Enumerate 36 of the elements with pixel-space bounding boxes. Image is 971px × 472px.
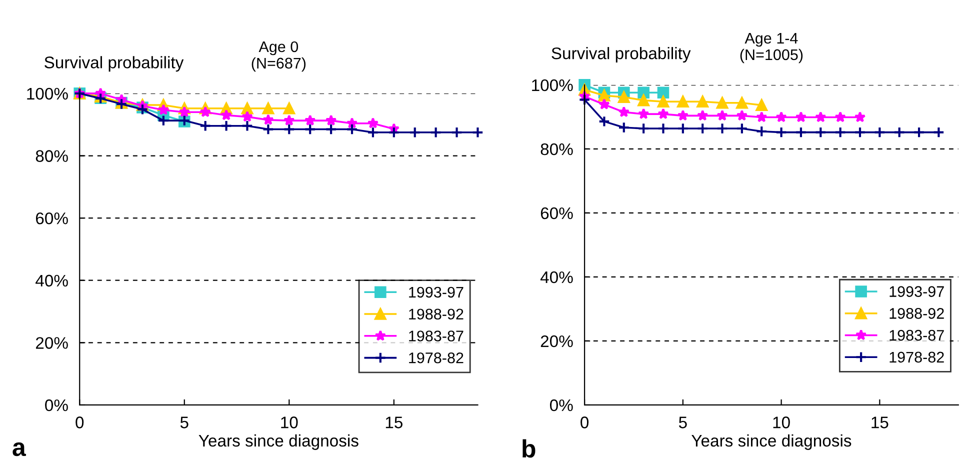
legend-label: 1978-82 [890, 352, 944, 363]
y-tick-label: 60% [36, 212, 68, 224]
y-tick-label: 60% [540, 207, 573, 220]
x-axis-title: Years since diagnosis [692, 434, 852, 450]
legend-label: 1988-92 [409, 308, 464, 320]
y-tick-label: 20% [540, 335, 573, 348]
x-axis-title: Years since diagnosis [198, 434, 358, 450]
legend-label: 1993-97 [890, 286, 944, 297]
x-tick-label: 0 [76, 416, 84, 428]
legend-label: 1978-82 [409, 352, 464, 364]
text: b [522, 439, 536, 458]
chart-title: Age 1-4 (N=1005) [740, 32, 803, 64]
y-tick-label: 100% [532, 79, 573, 92]
y-tick-label: 20% [36, 337, 68, 349]
y-tick-label: 80% [36, 150, 68, 162]
x-tick-label: 5 [678, 416, 687, 428]
x-tick-label: 0 [580, 416, 589, 428]
y-tick-label: 80% [540, 143, 573, 156]
x-tick-label: 10 [281, 416, 298, 428]
legend-label: 1983-87 [409, 330, 464, 342]
y-axis-title: Survival probability [44, 56, 184, 72]
y-tick-label: 40% [36, 274, 68, 287]
chart-title: Age 0 (N=687) [252, 41, 306, 72]
y-tick-label: 100% [27, 88, 68, 100]
y-axis-title: Survival probability [552, 47, 691, 63]
legend-label: 1983-87 [890, 330, 944, 341]
x-tick-label: 10 [773, 416, 790, 428]
x-tick-label: 15 [386, 416, 402, 428]
y-tick-label: 0% [550, 399, 573, 412]
text: a [12, 442, 26, 456]
y-tick-label: 0% [45, 399, 68, 412]
x-tick-label: 5 [180, 416, 188, 428]
y-tick-label: 40% [540, 271, 573, 284]
x-tick-label: 15 [872, 416, 888, 428]
legend-label: 1988-92 [890, 308, 944, 319]
legend-label: 1993-97 [409, 286, 464, 298]
